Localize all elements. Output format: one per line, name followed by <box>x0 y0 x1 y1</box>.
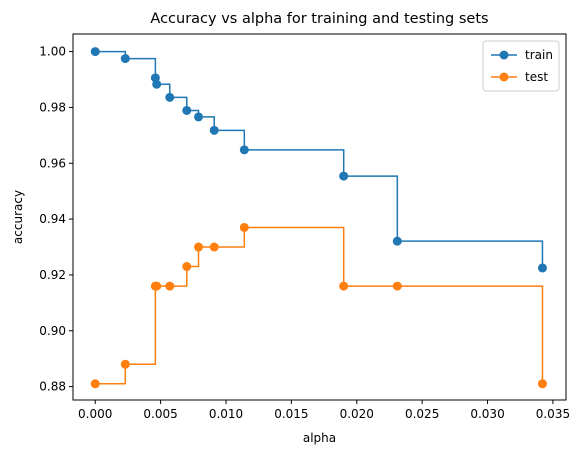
data-point-test <box>182 262 192 272</box>
x-tick-label: 0.025 <box>405 407 439 421</box>
data-point-train <box>182 105 192 115</box>
legend-marker-test <box>499 72 509 82</box>
y-axis-ticks: 0.88 0.90 0.92 0.94 0.96 0.98 1.00 <box>39 45 73 394</box>
series-line-train <box>95 50 544 268</box>
y-tick-label: 0.88 <box>39 380 66 394</box>
data-point-train <box>392 236 402 246</box>
y-tick-label: 0.96 <box>39 156 66 170</box>
x-tick-label: 0.015 <box>274 407 308 421</box>
data-point-train <box>152 79 162 89</box>
y-tick-label: 0.90 <box>39 324 66 338</box>
x-tick-label: 0.000 <box>78 407 112 421</box>
data-point-train <box>239 145 249 155</box>
x-axis-title: alpha <box>303 431 336 445</box>
data-point-test <box>194 242 204 252</box>
data-point-train <box>120 54 130 64</box>
y-axis-title: accuracy <box>11 190 25 244</box>
data-point-test <box>165 281 175 291</box>
y-tick-label: 0.98 <box>39 100 66 114</box>
x-tick-label: 0.030 <box>470 407 504 421</box>
data-point-train <box>537 263 547 273</box>
data-point-test <box>537 379 547 389</box>
data-point-test <box>152 281 162 291</box>
x-tick-label: 0.035 <box>536 407 570 421</box>
data-point-test <box>120 359 130 369</box>
chart-title: Accuracy vs alpha for training and testi… <box>150 11 488 27</box>
x-tick-label: 0.005 <box>143 407 177 421</box>
x-tick-label: 0.020 <box>340 407 374 421</box>
data-point-test <box>209 242 219 252</box>
series-layer <box>90 47 547 389</box>
data-point-test <box>90 379 100 389</box>
axes-frame <box>72 33 567 401</box>
data-point-train <box>165 92 175 102</box>
data-point-train <box>194 112 204 122</box>
y-tick-label: 0.94 <box>39 212 66 226</box>
data-point-train <box>90 47 100 57</box>
legend: train test <box>482 40 560 92</box>
x-axis-ticks: 0.000 0.005 0.010 0.015 0.020 0.025 0.030 0.035 <box>78 400 570 421</box>
data-point-train <box>209 125 219 135</box>
y-tick-label: 0.92 <box>39 268 66 282</box>
data-point-test <box>339 281 349 291</box>
legend-label-train: train <box>525 48 553 62</box>
legend-label-test: test <box>525 70 548 84</box>
data-point-train <box>339 171 349 181</box>
data-point-test <box>239 222 249 232</box>
data-point-test <box>392 281 402 291</box>
y-tick-label: 1.00 <box>39 45 66 59</box>
x-tick-label: 0.010 <box>209 407 243 421</box>
legend-marker-train <box>499 50 509 60</box>
